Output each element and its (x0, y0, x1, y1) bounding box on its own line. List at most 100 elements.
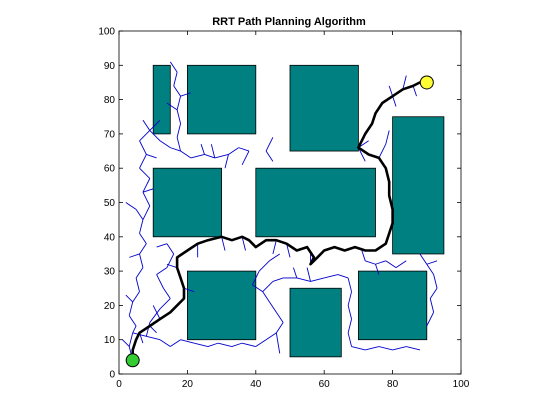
tree-edge (149, 325, 157, 334)
x-tick-label: 20 (182, 379, 194, 390)
tree-edge (365, 260, 376, 265)
tree-edge (142, 178, 151, 193)
tree-edge (135, 277, 140, 292)
tree-edge (395, 260, 407, 269)
tree-edge (156, 243, 168, 248)
tree-edge (149, 130, 161, 142)
obstacle-6 (255, 167, 376, 238)
tree-edge (365, 346, 380, 351)
tree-edge (204, 154, 215, 159)
tree-edge (139, 253, 144, 268)
tree-edge (180, 92, 191, 97)
y-tick-label: 20 (104, 301, 116, 312)
obstacle-1 (152, 64, 171, 135)
y-tick-label: 10 (104, 335, 116, 346)
x-tick-label: 0 (116, 379, 122, 390)
tree-edge (176, 137, 181, 152)
tree-edge (238, 147, 250, 152)
x-tick-label: 60 (319, 379, 331, 390)
tree-edge (139, 233, 147, 244)
tree-edge (241, 150, 250, 165)
tree-edge (139, 243, 147, 255)
tree-edge (170, 147, 181, 152)
tree-edge (128, 332, 134, 347)
tree-edge (146, 335, 161, 341)
tree-edge (426, 260, 438, 265)
y-tick-label: 70 (104, 129, 116, 140)
tree-edge (255, 339, 267, 347)
tree-edge (262, 281, 274, 292)
tree-edge (351, 346, 366, 351)
tree-edge (375, 264, 380, 275)
rrt-tree-layer (122, 61, 438, 361)
y-tick-label: 30 (104, 267, 116, 278)
tree-edge (139, 154, 147, 169)
tree-edge (347, 332, 352, 347)
x-tick-label: 40 (250, 379, 262, 390)
tree-edge (433, 274, 438, 289)
tree-edge (265, 150, 274, 162)
tree-edge (170, 339, 181, 347)
obstacle-9 (357, 270, 428, 341)
tree-edge (128, 301, 134, 316)
tree-edge (429, 298, 435, 313)
tree-edge (347, 291, 352, 306)
tree-edge (156, 267, 168, 275)
tree-edge (392, 96, 397, 107)
tree-edge (207, 342, 219, 347)
tree-edge (402, 75, 407, 90)
tree-edge (275, 332, 281, 354)
tree-edge (139, 167, 151, 179)
tree-edge (221, 236, 226, 251)
tree-edge (426, 312, 435, 327)
tree-edge (265, 137, 274, 152)
tree-edge (142, 192, 151, 207)
path-line (131, 81, 429, 362)
tree-edge (163, 288, 171, 299)
tree-edge (190, 154, 205, 159)
tree-edge (214, 154, 229, 159)
tree-edge (139, 130, 151, 142)
tree-edge (166, 243, 175, 255)
tree-edge (166, 102, 178, 111)
tree-edge (231, 342, 243, 347)
tree-edge (337, 274, 349, 279)
chart-title: RRT Path Planning Algorithm (212, 16, 366, 28)
tree-edge (275, 322, 284, 334)
tree-edge (347, 305, 352, 320)
tree-edge (251, 270, 260, 286)
tree-edge (242, 342, 256, 347)
tree-edge (228, 147, 239, 155)
tree-edge (152, 305, 161, 320)
y-tick-label: 60 (104, 164, 116, 175)
tree-edge (347, 277, 352, 292)
tree-edge (347, 319, 352, 333)
tree-edge (200, 144, 205, 155)
tree-edge (224, 154, 229, 169)
tree-edge (132, 291, 140, 303)
obstacle-4 (392, 116, 445, 255)
tree-edge (385, 260, 397, 269)
tree-edge (135, 209, 144, 220)
obstacle-8 (289, 287, 342, 358)
tree-edge (210, 144, 216, 159)
tree-edge (149, 308, 161, 323)
tree-edge (142, 205, 151, 220)
tree-edge (176, 123, 181, 138)
tree-edge (378, 346, 393, 351)
y-tick-label: 40 (104, 232, 116, 243)
obstacle-5 (152, 167, 222, 238)
tree-edge (183, 287, 195, 293)
tree-edge (166, 253, 175, 268)
start-marker (125, 353, 140, 368)
y-tick-label: 90 (104, 61, 116, 72)
x-axis: 0 20 40 60 80 100 (116, 31, 470, 390)
tree-edge (269, 253, 280, 262)
tree-edge (180, 339, 195, 344)
y-tick-label: 80 (104, 95, 116, 106)
tree-edge (176, 109, 181, 124)
tree-edge (142, 188, 154, 193)
obstacle-2 (186, 64, 257, 135)
tree-edge (292, 267, 298, 279)
tree-edge (375, 260, 386, 265)
